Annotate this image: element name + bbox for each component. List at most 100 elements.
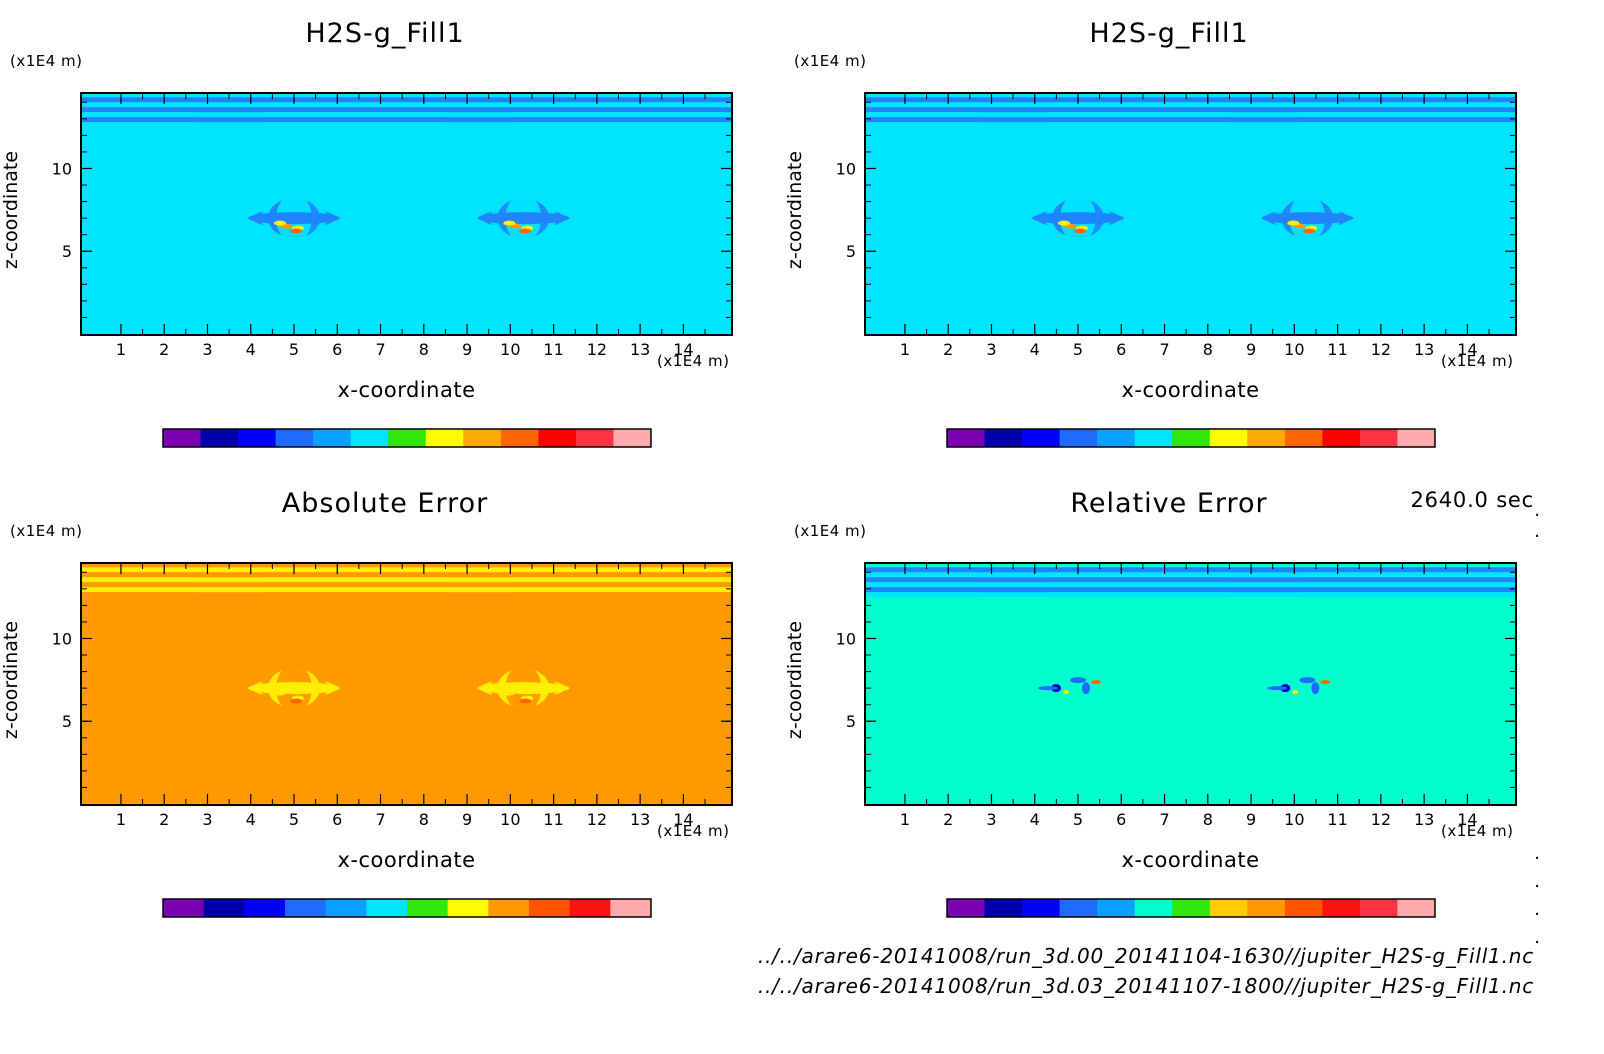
plot-area: [80, 562, 733, 806]
upper-band: [82, 107, 731, 113]
colorbar-swatch: [407, 899, 449, 917]
error-spot: [1299, 677, 1316, 684]
upper-band: [866, 572, 1515, 578]
plume-core: [248, 682, 341, 695]
x-tick-label: 8: [419, 340, 429, 359]
y-tick-label: 10: [836, 159, 856, 178]
colorbar-swatch: [1284, 899, 1323, 917]
x-tick-label: 12: [587, 810, 607, 829]
upper-band: [82, 122, 731, 128]
colorbar-swatch: [1134, 429, 1173, 447]
heatmap-field: [866, 94, 1515, 334]
x-tick-label: 10: [1284, 340, 1304, 359]
y-tick-label: 10: [52, 159, 72, 178]
decorative-dots: ..: [1534, 500, 1540, 542]
plume-peak: [290, 698, 303, 704]
z-unit-label: (x1E4 m): [10, 52, 83, 70]
y-tick-label: 5: [62, 712, 72, 731]
heatmap-field: [82, 94, 731, 334]
plume-core: [1032, 212, 1125, 225]
x-axis-label: x-coordinate: [1121, 848, 1260, 872]
colorbar-swatch: [1097, 899, 1136, 917]
x-tick-label: 11: [543, 340, 563, 359]
upper-band: [82, 97, 731, 103]
colorbar-swatch: [244, 899, 286, 917]
field-background: [866, 564, 1515, 804]
y-axis-label: z-coordinate: [0, 620, 22, 740]
z-unit-label: (x1E4 m): [10, 522, 83, 540]
colorbar-swatch: [1134, 899, 1173, 917]
x-tick-label: 7: [1159, 810, 1169, 829]
colorbar-swatch: [1209, 429, 1248, 447]
chart-title: H2S-g_Fill1: [1089, 18, 1249, 49]
colorbar-swatch: [447, 899, 489, 917]
x-unit-label: (x1E4 m): [657, 822, 730, 840]
upper-band: [866, 102, 1515, 108]
error-spot: [1311, 682, 1320, 695]
colorbar-swatch: [1359, 429, 1398, 447]
plume-peak: [1287, 220, 1300, 226]
y-axis-label: z-coordinate: [0, 150, 22, 270]
upper-band: [866, 577, 1515, 583]
colorbar-swatch: [313, 429, 352, 447]
colorbar-swatch: [1284, 429, 1323, 447]
panel-h2s-fill1-run00: H2S-g_Fill1 (x1E4 m) (x1E4 m) z-coordinate x…: [0, 0, 770, 470]
plume-peak: [519, 698, 532, 704]
colorbar-border: [162, 428, 652, 448]
x-tick-label: 5: [289, 810, 299, 829]
plume-core: [248, 212, 341, 225]
plume-peak: [1058, 220, 1071, 226]
x-tick-label: 10: [1284, 810, 1304, 829]
x-tick-label: 11: [1327, 810, 1347, 829]
x-tick-label: 1: [900, 810, 910, 829]
colorbar-swatch: [1097, 429, 1136, 447]
colorbar: -1.8e-9-9e-1009e-10: [162, 898, 652, 918]
upper-band: [866, 592, 1515, 598]
x-unit-label: (x1E4 m): [1441, 352, 1514, 370]
x-tick-label: 3: [986, 810, 996, 829]
x-tick-label: 9: [1246, 810, 1256, 829]
colorbar-swatch: [1172, 429, 1211, 447]
y-tick-label: 10: [52, 629, 72, 648]
colorbar-swatch: [1397, 429, 1436, 447]
x-unit-label: (x1E4 m): [1441, 822, 1514, 840]
x-tick-label: 13: [630, 340, 650, 359]
chart-title: Relative Error: [1070, 488, 1268, 519]
x-tick-label: 4: [1030, 340, 1040, 359]
x-tick-label: 2: [159, 810, 169, 829]
colorbar: -0.03600.0360.072: [946, 898, 1436, 918]
y-axis-label: z-coordinate: [784, 150, 806, 270]
x-tick-label: 6: [1116, 810, 1126, 829]
x-tick-label: 3: [202, 810, 212, 829]
upper-band: [866, 587, 1515, 593]
x-tick-label: 2: [943, 810, 953, 829]
colorbar-swatch: [610, 899, 652, 917]
colorbar-swatch: [1209, 899, 1248, 917]
colorbar-swatch: [163, 429, 202, 447]
x-tick-label: 12: [1371, 810, 1391, 829]
plot-area: [864, 92, 1517, 336]
colorbar-swatch: [285, 899, 327, 917]
x-tick-label: 2: [943, 340, 953, 359]
field-background: [82, 94, 731, 334]
y-tick-label: 10: [836, 629, 856, 648]
x-tick-label: 9: [1246, 340, 1256, 359]
time-label: 2640.0 sec: [1410, 488, 1534, 512]
colorbar-swatch: [275, 429, 314, 447]
heatmap-field: [82, 564, 731, 804]
plume-peak: [274, 690, 287, 696]
upper-band: [82, 577, 731, 583]
x-tick-label: 13: [630, 810, 650, 829]
upper-band: [866, 112, 1515, 118]
colorbar-swatch: [1247, 429, 1286, 447]
x-tick-label: 4: [246, 810, 256, 829]
x-tick-label: 7: [1159, 340, 1169, 359]
chart-title: Absolute Error: [281, 488, 489, 519]
colorbar: -9e-809e-81.8e-7: [162, 428, 652, 448]
colorbar-swatch: [366, 899, 408, 917]
x-tick-label: 10: [500, 810, 520, 829]
x-tick-label: 6: [1116, 340, 1126, 359]
error-spot: [1320, 680, 1331, 685]
colorbar-swatch: [488, 899, 530, 917]
colorbar-swatch: [463, 429, 502, 447]
